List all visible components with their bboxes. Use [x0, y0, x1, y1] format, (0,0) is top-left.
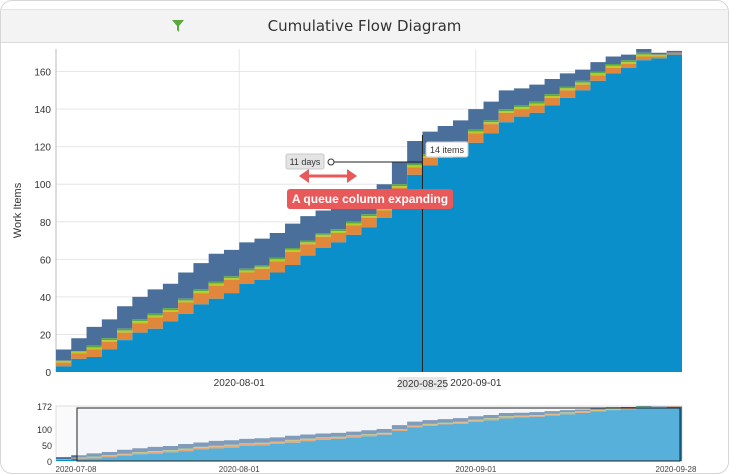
y-tick-label: 120: [34, 143, 51, 154]
navigator-y-tick-label: 100: [37, 425, 52, 435]
y-tick-label: 0: [45, 368, 51, 379]
chart-header: Cumulative Flow Diagram: [1, 9, 728, 43]
chart-title: Cumulative Flow Diagram: [267, 17, 462, 35]
expansion-arrow-head-right: [347, 169, 357, 183]
navigator-x-tick-label: 2020-09-01: [455, 465, 496, 473]
navigator-backlog-area: [56, 406, 682, 460]
navigator-done-area: [56, 406, 682, 461]
navigator-y-tick-label: 172: [37, 402, 52, 412]
y-tick-label: 20: [40, 330, 52, 341]
crosshair-date-label: 2020-08-25: [397, 379, 449, 390]
y-tick-label: 160: [34, 68, 51, 79]
days-label: 11 days: [290, 157, 321, 167]
y-tick-label: 140: [34, 105, 51, 116]
navigator-orange-stage-area: [56, 406, 682, 461]
x-tick-label: 2020-08-01: [214, 378, 266, 389]
callout-bg: [287, 189, 453, 209]
y-axis-title: Work Items: [12, 182, 24, 238]
y-tick-label: 60: [40, 255, 52, 266]
navigator-x-tick-label: 2020-07-08: [56, 465, 97, 473]
items-label: 14 items: [430, 145, 465, 155]
callout-text: A queue column expanding: [292, 192, 448, 206]
crosshair-date-bg: [398, 377, 447, 390]
navigator-x-tick-label: 2020-08-01: [219, 465, 260, 473]
yellow-stage-area: [56, 49, 682, 363]
green-stage-area: [56, 49, 682, 361]
x-tick-label: 2020-09-01: [450, 378, 502, 389]
filter-icon[interactable]: [172, 20, 184, 32]
days-label-bg: [285, 153, 325, 170]
navigator-green-stage-area: [56, 406, 682, 460]
orange-stage-area: [56, 49, 682, 367]
navigator-y-tick-label: 50: [42, 441, 52, 451]
y-tick-label: 100: [34, 180, 51, 191]
items-label-bg: [425, 141, 469, 158]
y-tick-label: 80: [40, 218, 52, 229]
navigator-yellow-stage-area: [56, 406, 682, 460]
done-area: [56, 49, 682, 372]
navigator-x-tick-label: 2020-09-28: [656, 465, 697, 473]
expansion-arrow-head-left: [299, 169, 309, 183]
navigator-y-tick-label: 0: [47, 457, 52, 467]
days-marker: [327, 158, 335, 166]
navigator-selection: [76, 407, 681, 462]
y-tick-label: 40: [40, 293, 52, 304]
